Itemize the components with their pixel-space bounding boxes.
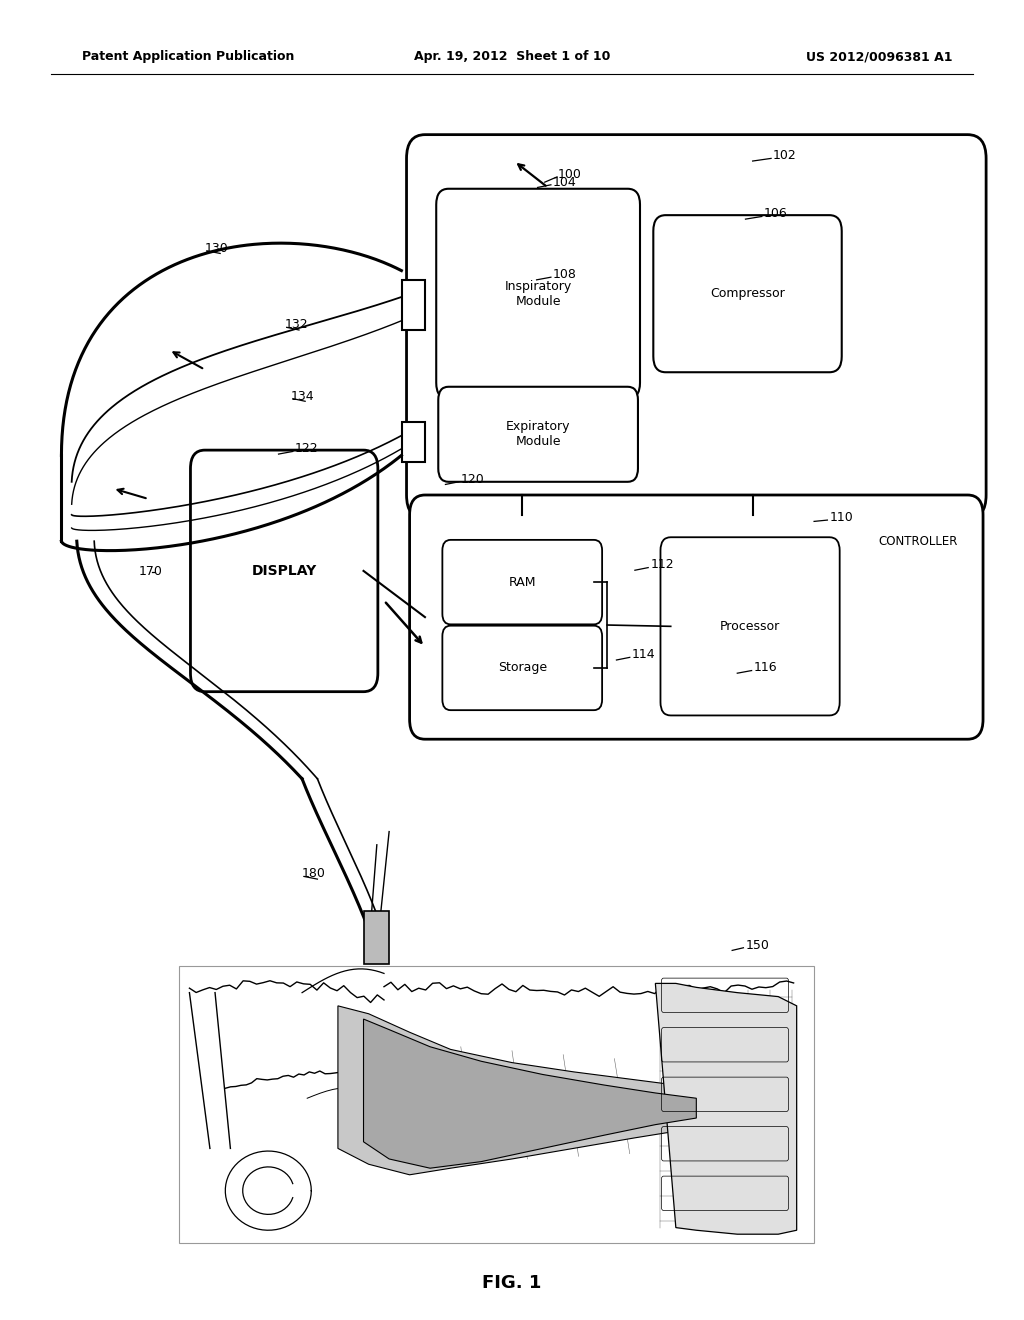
- Text: 134: 134: [291, 389, 314, 403]
- Text: Processor: Processor: [720, 620, 780, 632]
- Text: 150: 150: [745, 939, 769, 952]
- Text: Inspiratory
Module: Inspiratory Module: [505, 280, 571, 308]
- Text: CONTROLLER: CONTROLLER: [878, 535, 957, 548]
- Text: 170: 170: [138, 565, 162, 578]
- Polygon shape: [655, 983, 797, 1234]
- Bar: [179, 966, 814, 1243]
- Text: 104: 104: [553, 176, 577, 189]
- Text: 116: 116: [754, 661, 777, 675]
- Text: 112: 112: [650, 558, 674, 572]
- FancyBboxPatch shape: [660, 537, 840, 715]
- Text: Compressor: Compressor: [711, 288, 784, 300]
- Text: 100: 100: [558, 168, 582, 181]
- Text: 132: 132: [285, 318, 308, 331]
- Text: Patent Application Publication: Patent Application Publication: [82, 50, 294, 63]
- Text: 130: 130: [205, 242, 228, 255]
- Bar: [402, 280, 425, 330]
- Text: 122: 122: [295, 442, 318, 455]
- Text: RAM: RAM: [509, 576, 536, 589]
- Text: 180: 180: [302, 867, 326, 880]
- Polygon shape: [364, 1019, 696, 1168]
- FancyBboxPatch shape: [436, 189, 640, 399]
- Text: 106: 106: [764, 207, 787, 220]
- Text: 108: 108: [553, 268, 577, 281]
- Text: FIG. 1: FIG. 1: [482, 1274, 542, 1292]
- Text: Apr. 19, 2012  Sheet 1 of 10: Apr. 19, 2012 Sheet 1 of 10: [414, 50, 610, 63]
- FancyBboxPatch shape: [410, 495, 983, 739]
- Bar: [402, 422, 425, 462]
- Text: Storage: Storage: [498, 661, 547, 675]
- FancyBboxPatch shape: [442, 626, 602, 710]
- Text: DISPLAY: DISPLAY: [252, 564, 316, 578]
- Text: 114: 114: [632, 648, 655, 661]
- Text: 102: 102: [773, 149, 797, 162]
- FancyBboxPatch shape: [653, 215, 842, 372]
- FancyBboxPatch shape: [442, 540, 602, 624]
- Polygon shape: [338, 1006, 717, 1175]
- FancyBboxPatch shape: [438, 387, 638, 482]
- Text: US 2012/0096381 A1: US 2012/0096381 A1: [806, 50, 952, 63]
- FancyBboxPatch shape: [190, 450, 378, 692]
- Bar: [364, 911, 389, 964]
- Text: Expiratory
Module: Expiratory Module: [506, 420, 570, 449]
- Text: 110: 110: [829, 511, 853, 524]
- Text: 120: 120: [461, 473, 484, 486]
- FancyBboxPatch shape: [407, 135, 986, 519]
